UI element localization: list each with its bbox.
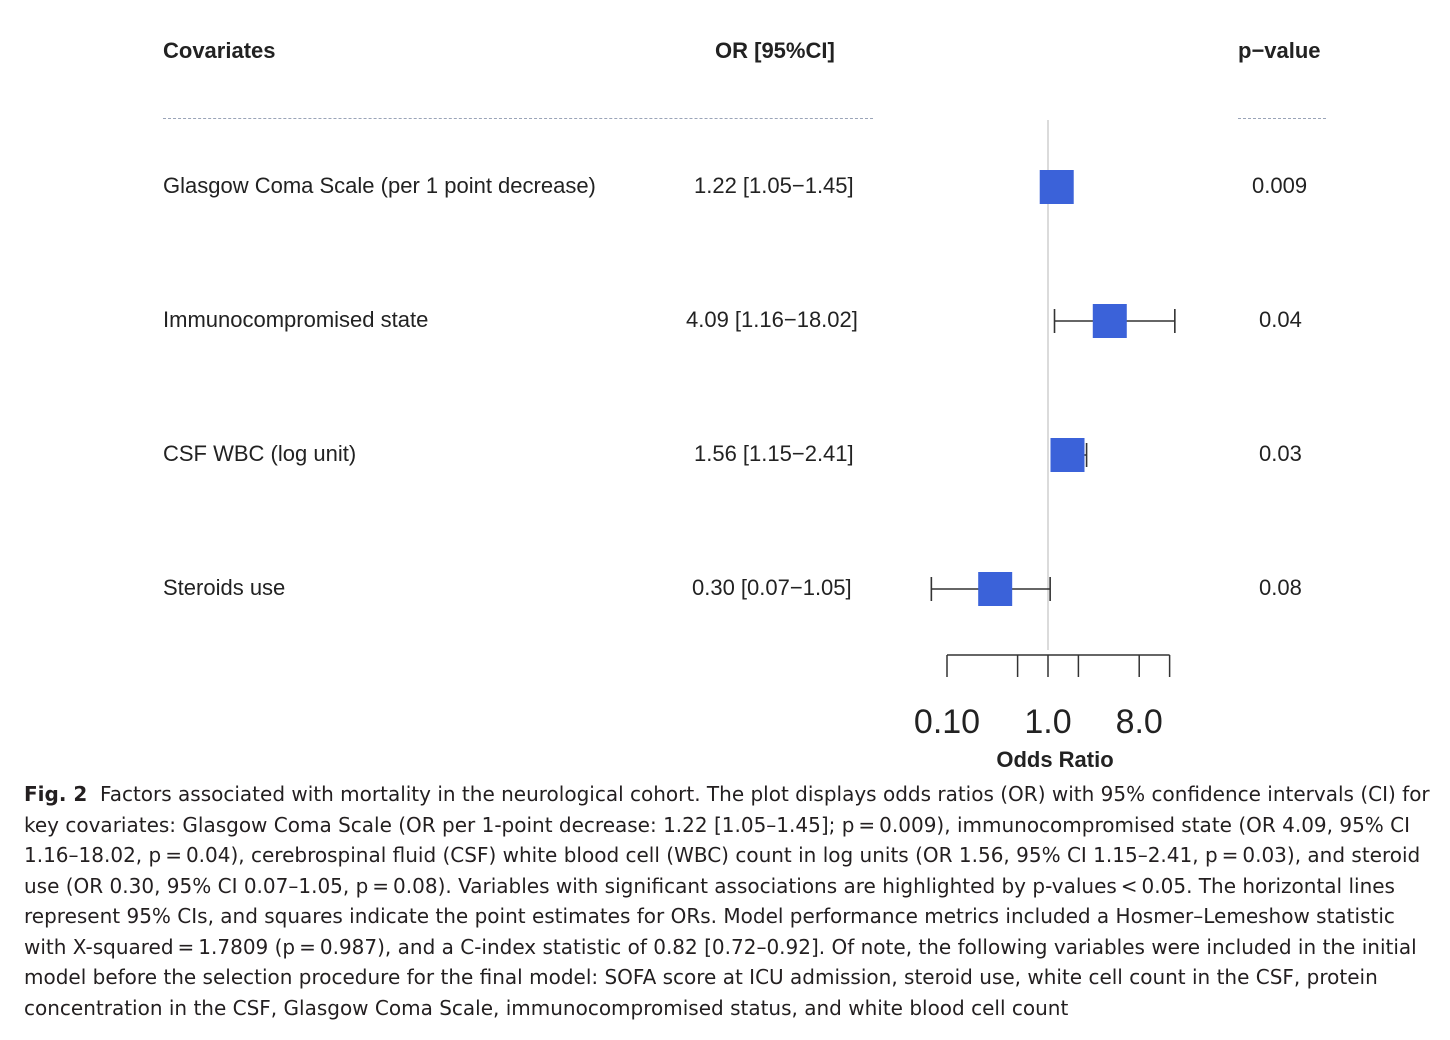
x-axis-title: Odds Ratio [996,747,1113,772]
covariate-label-steroids: Steroids use [163,575,286,600]
figure-caption: Fig. 2 Factors associated with mortality… [24,779,1434,1023]
x-tick-label: 1.0 [1024,703,1071,741]
caption-text: Factors associated with mortality in the… [24,782,1430,1020]
header-p-value: p−value [1238,38,1321,63]
p-value-gcs: 0.009 [1252,173,1308,198]
or-ci-immunocompromised: 4.09 [1.16−18.02] [686,307,858,332]
figure-label: Fig. 2 [24,782,88,806]
or-ci-gcs: 1.22 [1.05−1.45] [694,173,854,198]
p-value-immunocompromised: 0.04 [1259,307,1302,332]
covariate-label-gcs: Glasgow Coma Scale (per 1 point decrease… [163,173,596,198]
p-value-csf-wbc: 0.03 [1259,441,1302,466]
covariate-label-csf-wbc: CSF WBC (log unit) [163,441,357,466]
p-value-steroids: 0.08 [1259,575,1302,600]
header-covariates: Covariates [163,38,276,63]
header-or-ci: OR [95%CI] [715,38,835,63]
x-tick-label: 0.10 [914,703,980,741]
covariate-label-immunocompromised: Immunocompromised state [163,307,429,332]
point-estimate-square [978,572,1013,606]
point-estimate-square [1092,304,1127,338]
or-ci-steroids: 0.30 [0.07−1.05] [692,575,852,600]
or-ci-csf-wbc: 1.56 [1.15−2.41] [694,441,854,466]
point-estimate-square [1039,170,1074,204]
x-tick-label: 8.0 [1116,703,1163,741]
forest-plot: 0.10 1.0 8.0 Odds Ratio [914,120,1176,772]
header-divider-right [1238,118,1326,119]
header-divider-left [163,118,873,119]
point-estimate-square [1050,438,1085,472]
